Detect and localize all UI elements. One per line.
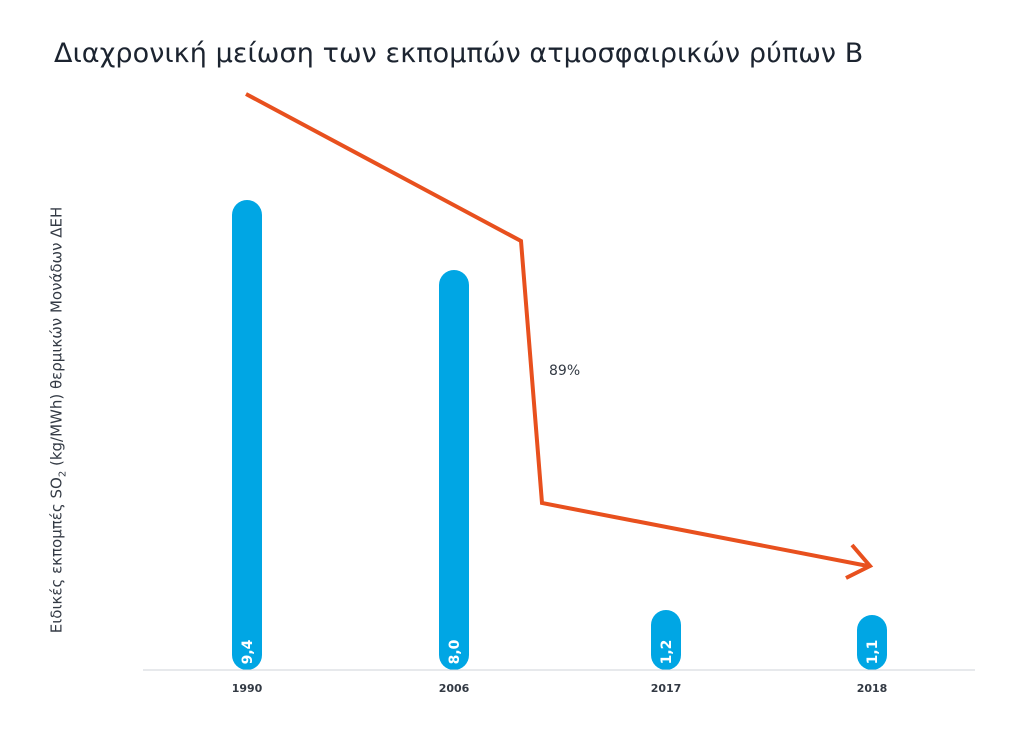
x-tick-label-1990: 1990 xyxy=(232,682,263,695)
data-label-2017: 1,2 xyxy=(659,640,675,665)
x-tick-label-2018: 2018 xyxy=(857,682,888,695)
x-tick-label-2006: 2006 xyxy=(439,682,470,695)
bar-1990 xyxy=(232,200,262,670)
chart-title: Διαχρονική μείωση των εκπομπών ατμοσφαιρ… xyxy=(54,38,864,69)
data-label-2018: 1,1 xyxy=(865,640,881,665)
bar-2017 xyxy=(651,610,681,670)
reduction-annotation: 89% xyxy=(549,363,580,379)
bar-2018 xyxy=(857,615,887,670)
data-label-2006: 8,0 xyxy=(447,639,463,664)
bar-2006 xyxy=(439,270,469,670)
data-label-1990: 9,4 xyxy=(240,639,256,664)
x-tick-label-2017: 2017 xyxy=(651,682,682,695)
trend-arrow-line xyxy=(245,92,869,568)
trend-arrow-head xyxy=(845,543,874,580)
